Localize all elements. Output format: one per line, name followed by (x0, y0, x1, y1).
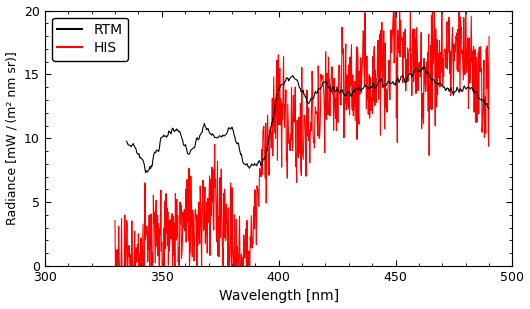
HIS (112, 268, 119, 272)
HIS (396, 11, 403, 14)
HIS (486, 35, 492, 39)
HIS (391, 9, 397, 12)
RTM (422, 66, 428, 70)
X-axis label: Wavelength [nm]: Wavelength [nm] (218, 290, 339, 303)
RTM (123, 139, 130, 143)
HIS (112, 219, 118, 222)
HIS (435, 53, 441, 57)
RTM (298, 90, 305, 93)
Y-axis label: Radiance [mW / (m² nm sr)]: Radiance [mW / (m² nm sr)] (5, 51, 19, 225)
RTM (486, 107, 492, 110)
RTM (143, 171, 149, 174)
Legend: RTM, HIS: RTM, HIS (52, 18, 128, 61)
RTM (296, 86, 303, 90)
Line: RTM: RTM (127, 67, 489, 172)
RTM (479, 99, 485, 103)
RTM (340, 91, 346, 95)
Line: HIS: HIS (115, 11, 489, 270)
HIS (339, 52, 346, 56)
RTM (421, 65, 428, 69)
HIS (350, 105, 357, 109)
HIS (330, 92, 336, 95)
HIS (135, 232, 142, 236)
RTM (320, 80, 326, 84)
